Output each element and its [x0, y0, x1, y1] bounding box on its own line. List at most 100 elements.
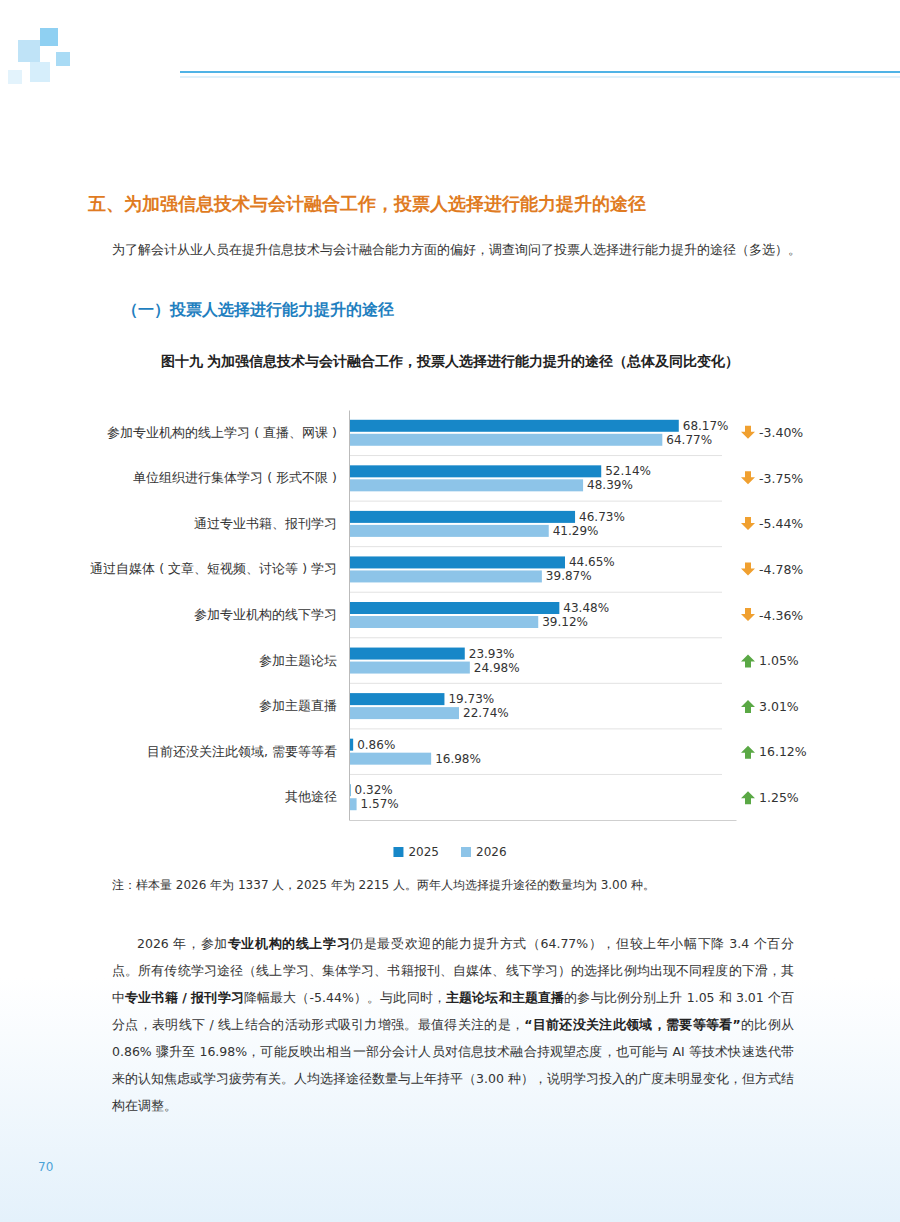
chart-title: 图十九 为加强信息技术与会计融合工作，投票人选择进行能力提升的途径（总体及同比变…: [0, 353, 900, 371]
legend-label: 2025: [408, 845, 439, 859]
chart: 参加专业机构的线上学习 ( 直播、网课 ) 单位组织进行集体学习 ( 形式不限 )…: [0, 390, 900, 874]
y-tick: 其他途径: [285, 789, 349, 804]
data-label: 52.14%: [605, 464, 651, 478]
body-paragraph: 2026 年，参加专业机构的线上学习仍是最受欢迎的能力提升方式（64.77%），…: [112, 930, 794, 1119]
change-arrow: [741, 517, 755, 530]
change-arrow: [741, 791, 755, 804]
legend-swatch: [461, 847, 471, 857]
heading: 五、为加强信息技术与会计融合工作，投票人选择进行能力提升的途径: [88, 192, 878, 216]
data-labels: 68.17% 52.14% 46.73% 44.65% 43.48% 23.93% 19.7…: [355, 419, 729, 811]
data-label: 39.87%: [546, 569, 592, 583]
change-arrow: [741, 471, 755, 484]
intro: 为了解会计从业人员在提升信息技术与会计融合能力方面的偏好，调查询问了投票人选择进…: [112, 240, 882, 260]
page-number: 70: [38, 1160, 53, 1174]
y-tick-label: 参加专业机构的线下学习: [194, 607, 337, 622]
cube: [30, 62, 50, 82]
grid-line: [349, 455, 722, 456]
y-axis-line: [349, 411, 350, 821]
y-tick: 参加主题论坛: [259, 653, 349, 668]
y-tick-label: 参加专业机构的线上学习 ( 直播、网课 ): [107, 425, 337, 440]
change-label: -3.75%: [759, 471, 803, 486]
change-label: -3.40%: [759, 425, 803, 440]
bar: [349, 602, 559, 614]
bar: [349, 798, 357, 810]
change-label: -4.78%: [759, 562, 803, 577]
data-label: 1.57%: [361, 797, 399, 811]
x-axis-line: [350, 820, 737, 821]
y-tick-label: 通过自媒体 ( 文章、短视频、讨论等 ) 学习: [90, 561, 337, 576]
bar: [349, 693, 444, 705]
y-tick-label: 单位组织进行集体学习 ( 形式不限 ): [133, 470, 337, 485]
bar: [349, 570, 542, 582]
bar: [349, 616, 538, 628]
cube: [18, 40, 40, 62]
y-tick: 参加专业机构的线上学习 ( 直播、网课 ): [107, 425, 349, 440]
bar: [349, 465, 601, 477]
data-label: 39.12%: [542, 615, 588, 629]
bar: [349, 707, 459, 719]
body-run: 专业机构的线上学习: [228, 936, 350, 951]
bar: [349, 525, 549, 537]
grid-line: [349, 592, 722, 593]
change-label: -4.36%: [759, 608, 803, 623]
bar: [349, 648, 465, 660]
header-line: [180, 71, 900, 73]
x-axis: [350, 820, 737, 821]
bar: [349, 662, 470, 674]
data-label: 23.93%: [469, 647, 515, 661]
y-tick: 目前还没关注此领域, 需要等等看: [147, 744, 349, 759]
note: 注：样本量 2026 年为 1337 人，2025 年为 2215 人。两年人均…: [112, 877, 882, 894]
data-label: 46.73%: [579, 510, 625, 524]
data-label: 44.65%: [569, 555, 615, 569]
bars: [349, 420, 679, 810]
change-label: 3.01%: [759, 699, 799, 714]
data-label: 68.17%: [683, 419, 729, 433]
grid-line: [349, 683, 722, 684]
yoy-change: -3.40% -3.75% -5.44% -4.78% -4.36% 1.05% 3.01%…: [741, 425, 807, 804]
data-label: 43.48%: [563, 601, 609, 615]
header-line: [180, 77, 900, 78]
y-axis: 参加专业机构的线上学习 ( 直播、网课 ) 单位组织进行集体学习 ( 形式不限 )…: [90, 411, 349, 821]
cube: [8, 70, 22, 84]
y-tick-label: 通过专业书籍、报刊学习: [194, 516, 337, 531]
bar: [349, 753, 431, 765]
body-run: 专业书籍 / 报刊学习: [125, 990, 244, 1005]
y-tick: 通过自媒体 ( 文章、短视频、讨论等 ) 学习: [90, 561, 349, 576]
data-label: 19.73%: [448, 692, 494, 706]
data-label: 24.98%: [474, 661, 520, 675]
data-label: 48.39%: [587, 478, 633, 492]
subheading: （一）投票人选择进行能力提升的途径: [122, 300, 394, 321]
change-label: 16.12%: [759, 744, 807, 759]
data-label: 22.74%: [463, 706, 509, 720]
change-arrow: [741, 608, 755, 621]
grid-line: [349, 774, 722, 775]
legend-swatch: [393, 847, 403, 857]
bar: [349, 434, 662, 446]
cube: [40, 28, 58, 46]
y-tick-label: 其他途径: [285, 789, 337, 804]
grid-line: [349, 546, 722, 547]
legend: 20252026: [393, 845, 506, 859]
body-run: 2026 年，参加: [137, 936, 228, 951]
change-arrow: [741, 700, 755, 713]
data-label: 16.98%: [435, 752, 481, 766]
bar: [349, 556, 565, 568]
change-label: 1.25%: [759, 790, 799, 805]
header-decoration: [0, 0, 900, 110]
bar: [349, 479, 583, 491]
y-tick: 通过专业书籍、报刊学习: [194, 516, 349, 531]
grid-line: [349, 637, 722, 638]
change-arrow: [741, 746, 755, 759]
data-label: 0.32%: [355, 783, 393, 797]
change-label: 1.05%: [759, 653, 799, 668]
y-tick: 参加专业机构的线下学习: [194, 607, 349, 622]
y-tick: 参加主题直播: [259, 698, 349, 713]
change-arrow: [741, 562, 755, 575]
grid-line: [349, 728, 722, 729]
body-run: “目前还没关注此领域，需要等等看”: [524, 1017, 740, 1032]
grid: [349, 456, 722, 775]
data-label: 64.77%: [666, 433, 712, 447]
change-label: -5.44%: [759, 516, 803, 531]
cube: [56, 52, 70, 66]
y-tick-label: 参加主题直播: [259, 698, 337, 713]
